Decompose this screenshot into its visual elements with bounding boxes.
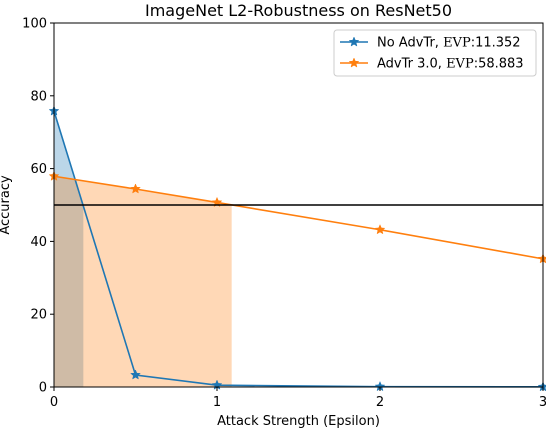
y-tick-label: 0 [39, 381, 47, 396]
legend-label: No AdvTr, EVP:11.352 [377, 36, 521, 51]
y-axis-label: Accuracy [0, 175, 13, 235]
data-point [130, 183, 141, 194]
x-tick-label: 2 [376, 395, 384, 410]
x-axis-ticks: 0 1 2 3 [50, 387, 546, 410]
legend-frame [333, 29, 537, 77]
y-tick-label: 60 [30, 162, 47, 177]
y-axis-ticks: 0 20 40 60 80 100 [22, 17, 54, 396]
x-axis-label: Attack Strength (Epsilon) [217, 414, 380, 428]
legend-marker [348, 57, 360, 68]
chart-title: ImageNet L2-Robustness on ResNet50 [145, 1, 452, 20]
data-point [537, 381, 546, 392]
x-tick-label: 1 [213, 395, 221, 410]
legend-marker [348, 36, 360, 47]
y-tick-label: 80 [30, 89, 47, 104]
axes-frame [53, 22, 544, 388]
x-tick-label: 0 [50, 395, 58, 410]
y-tick-label: 100 [22, 17, 47, 32]
legend-evp-value: :58.883 [474, 57, 524, 72]
shaded-area-0 [54, 111, 84, 387]
legend-label: AdvTr 3.0, EVP:58.883 [377, 57, 524, 72]
y-tick-label: 40 [30, 235, 47, 250]
legend-evp-label: EVP [446, 57, 474, 72]
data-point [130, 369, 141, 380]
data-point [374, 224, 386, 235]
y-tick-label: 20 [30, 308, 47, 323]
legend-evp-label: EVP [443, 36, 471, 51]
shaded-area-1 [54, 176, 232, 387]
x-tick-label: 3 [539, 395, 546, 410]
shaded-areas [54, 111, 232, 387]
legend-series-name: No AdvTr, [377, 36, 443, 51]
legend-evp-value: :11.352 [471, 36, 521, 51]
data-point [537, 253, 546, 264]
legend-series-name: AdvTr 3.0, [377, 57, 446, 72]
